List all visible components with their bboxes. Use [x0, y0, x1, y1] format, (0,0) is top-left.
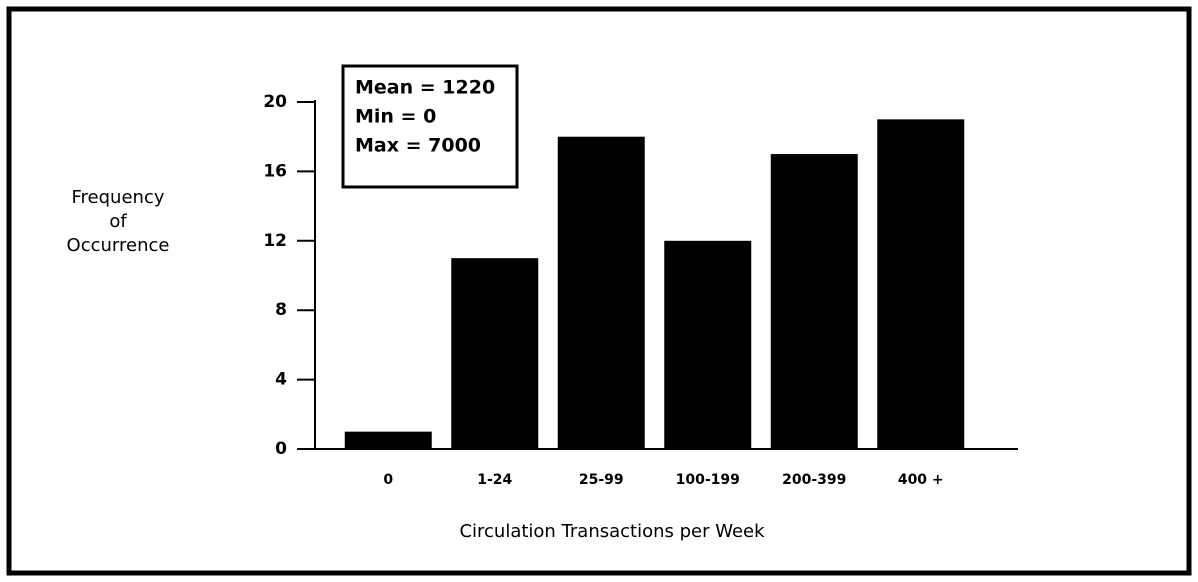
y-axis-label: Occurrence	[67, 235, 170, 256]
y-axis-label: of	[109, 211, 127, 232]
y-axis-label: Frequency	[72, 187, 165, 208]
annotation-text: Min = 0	[355, 106, 436, 128]
x-tick-label: 100-199	[676, 472, 740, 488]
y-tick-label: 0	[275, 439, 287, 459]
frame	[6, 6, 1192, 576]
y-tick-label: 12	[263, 231, 287, 251]
bar	[770, 154, 858, 450]
x-axis-label: Circulation Transactions per Week	[459, 521, 765, 542]
y-tick-label: 4	[275, 370, 287, 390]
annotation-box	[341, 64, 519, 189]
x-tick-label: 0	[383, 472, 393, 488]
y-tick-label: 8	[275, 300, 287, 320]
annotation-text: Mean = 1220	[355, 77, 495, 99]
y-tick-label: 16	[263, 161, 287, 181]
x-tick-label: 25-99	[579, 472, 624, 488]
annotation-text: Max = 7000	[355, 135, 481, 157]
bar	[557, 136, 645, 449]
x-tick-label: 1-24	[477, 472, 512, 488]
x-tick-label: 400 +	[898, 472, 944, 488]
bar	[344, 431, 432, 449]
bar	[664, 240, 752, 449]
y-tick-label: 20	[263, 92, 287, 112]
x-tick-label: 200-399	[782, 472, 846, 488]
bar	[877, 119, 965, 449]
bar	[451, 258, 539, 449]
